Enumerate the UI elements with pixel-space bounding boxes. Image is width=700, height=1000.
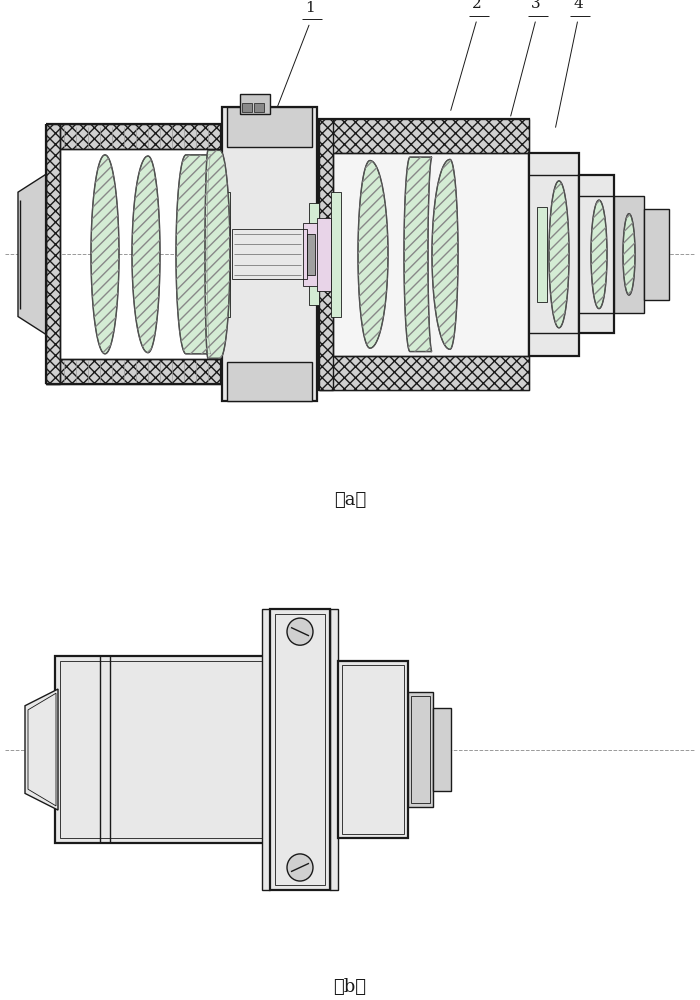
Bar: [342, 665, 404, 834]
Bar: [307, 234, 315, 275]
Bar: [232, 229, 307, 279]
Bar: [227, 362, 312, 401]
Polygon shape: [404, 157, 432, 352]
Bar: [319, 119, 529, 153]
Polygon shape: [91, 155, 119, 354]
Bar: [240, 94, 270, 114]
Bar: [60, 661, 265, 838]
Polygon shape: [549, 181, 569, 328]
Bar: [46, 124, 60, 384]
Polygon shape: [18, 173, 48, 336]
Polygon shape: [176, 155, 211, 354]
Bar: [227, 107, 312, 147]
Text: 4: 4: [573, 0, 583, 11]
Polygon shape: [432, 159, 458, 349]
Bar: [330, 609, 338, 890]
Bar: [275, 614, 325, 885]
Bar: [529, 153, 579, 356]
Text: 1: 1: [305, 1, 315, 15]
Bar: [303, 223, 319, 286]
Bar: [242, 103, 252, 112]
Bar: [220, 192, 230, 317]
Bar: [331, 192, 341, 317]
Bar: [408, 692, 433, 807]
Bar: [579, 175, 614, 333]
Polygon shape: [25, 689, 58, 810]
Bar: [46, 124, 221, 149]
Bar: [222, 107, 317, 401]
Bar: [614, 196, 644, 313]
Bar: [270, 609, 330, 890]
Bar: [433, 708, 451, 791]
Circle shape: [287, 854, 313, 881]
Text: 2: 2: [472, 0, 482, 11]
Polygon shape: [132, 156, 160, 353]
Bar: [309, 203, 319, 305]
Bar: [411, 696, 430, 803]
Bar: [319, 356, 529, 390]
Polygon shape: [358, 161, 388, 348]
Circle shape: [287, 618, 313, 645]
Bar: [55, 656, 270, 843]
Bar: [338, 661, 408, 838]
Bar: [46, 359, 221, 384]
Bar: [319, 119, 529, 390]
Bar: [262, 609, 270, 890]
Bar: [319, 119, 333, 390]
Polygon shape: [205, 150, 230, 358]
Text: （a）: （a）: [334, 491, 366, 509]
Polygon shape: [591, 200, 607, 309]
Bar: [537, 207, 547, 302]
Bar: [644, 209, 669, 300]
Bar: [254, 103, 264, 112]
Bar: [317, 218, 331, 291]
Text: 3: 3: [531, 0, 541, 11]
Polygon shape: [623, 214, 635, 295]
Text: （b）: （b）: [333, 978, 367, 996]
